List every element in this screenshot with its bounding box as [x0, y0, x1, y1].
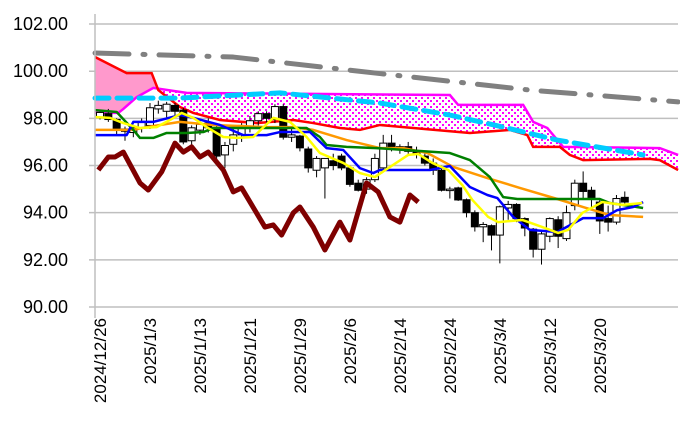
candle [445, 186, 454, 199]
candle [312, 156, 321, 178]
candle-body-down [437, 169, 446, 191]
candle [287, 127, 296, 142]
candle-body-up [379, 142, 388, 169]
candle [620, 191, 629, 206]
candle [587, 186, 596, 208]
candle-body-up [320, 157, 329, 169]
candle-body-down [462, 199, 471, 214]
candle [304, 146, 313, 173]
candle [162, 101, 171, 119]
candle-body-up [220, 144, 229, 156]
candle-body-up [537, 233, 546, 250]
candle [579, 171, 588, 199]
candle-body-up [187, 127, 196, 142]
x-tick-label: 2024/12/26 [91, 318, 110, 403]
x-tick-label: 2025/3/20 [591, 318, 610, 394]
y-tick-label: 100.00 [13, 61, 68, 81]
orange-ma-line [95, 120, 644, 219]
candle [154, 100, 163, 114]
candle-body-down [529, 228, 538, 250]
candle [262, 111, 271, 124]
candle-body-up [154, 104, 163, 110]
x-tick-label: 2025/1/29 [291, 318, 310, 394]
y-tick-label: 96.00 [23, 156, 68, 176]
candle [479, 222, 488, 243]
candle-body-down [262, 113, 271, 119]
candle-body-down [170, 104, 179, 112]
candle-body-up [229, 134, 238, 145]
candle-body-down [329, 160, 338, 167]
candle [137, 118, 146, 133]
y-tick-label: 94.00 [23, 203, 68, 223]
candle-body-up [370, 157, 379, 181]
candle-body-down [604, 218, 613, 223]
x-tick-label: 2025/2/6 [341, 318, 360, 384]
x-tick-label: 2025/1/3 [141, 318, 160, 384]
candle-body-down [554, 219, 563, 237]
candle [329, 153, 338, 171]
candle-body-up [254, 113, 263, 122]
cyan-dashed-ma-line [92, 90, 646, 158]
brown-chikou-line [96, 140, 420, 253]
candle [187, 125, 196, 147]
candle-body-up [162, 103, 171, 112]
candle-body-down [304, 148, 313, 169]
candle-body-down [587, 189, 596, 200]
candle-body-up [570, 182, 579, 207]
candle-body-down [454, 187, 463, 201]
candle [254, 111, 263, 126]
cloud-fill-bullish [95, 57, 158, 113]
candle [379, 134, 388, 171]
candle-body-down [579, 182, 588, 192]
candle [537, 231, 546, 265]
candle-body-down [179, 109, 188, 143]
candle-body-down [487, 225, 496, 236]
candle [354, 179, 363, 192]
candle [437, 165, 446, 192]
senkou-span-red-line [94, 55, 679, 172]
gray-dashdot-ma-line [92, 50, 680, 105]
candle-body-down [470, 212, 479, 228]
candle-body-up [445, 188, 454, 192]
candle-body-down [345, 167, 354, 185]
y-tick-label: 102.00 [13, 14, 68, 34]
x-tick-label: 2025/3/12 [541, 318, 560, 394]
y-tick-label: 92.00 [23, 250, 68, 270]
x-tick-label: 2025/3/4 [491, 318, 510, 384]
series-lines-back [92, 50, 680, 158]
candle [320, 157, 329, 199]
candle-body-up [312, 157, 321, 171]
candle [454, 186, 463, 201]
candle [495, 205, 504, 264]
y-tick-label: 98.00 [23, 108, 68, 128]
senkou-span-magenta-line [95, 86, 679, 157]
x-tick-label: 2025/1/13 [191, 318, 210, 394]
candle [604, 205, 613, 232]
candle [470, 210, 479, 232]
candle [295, 134, 304, 152]
series-lines-front [94, 108, 644, 253]
y-tick-label: 90.00 [23, 297, 68, 317]
x-tick-label: 2025/2/24 [441, 318, 460, 394]
candle [487, 224, 496, 251]
candle-body-down [354, 182, 363, 191]
candle-body-up [479, 223, 488, 228]
green-kijun-line [94, 108, 644, 210]
axes: 90.00 92.00 94.00 96.00 98.00 100.00 102.00 202… [13, 14, 610, 403]
candle [170, 103, 179, 117]
candle [529, 228, 538, 258]
candle-body-down [620, 196, 629, 203]
cloud-fill-bearish [157, 87, 679, 171]
candle-body-up [287, 134, 296, 138]
candle [220, 141, 229, 168]
candle-body-down [295, 135, 304, 149]
yellow-ma-line [94, 111, 643, 235]
x-tick-label: 2025/1/21 [241, 318, 260, 394]
x-tick-label: 2025/2/14 [391, 318, 410, 394]
candle-body-up [545, 218, 554, 237]
candle [462, 198, 471, 218]
candle [562, 205, 571, 241]
